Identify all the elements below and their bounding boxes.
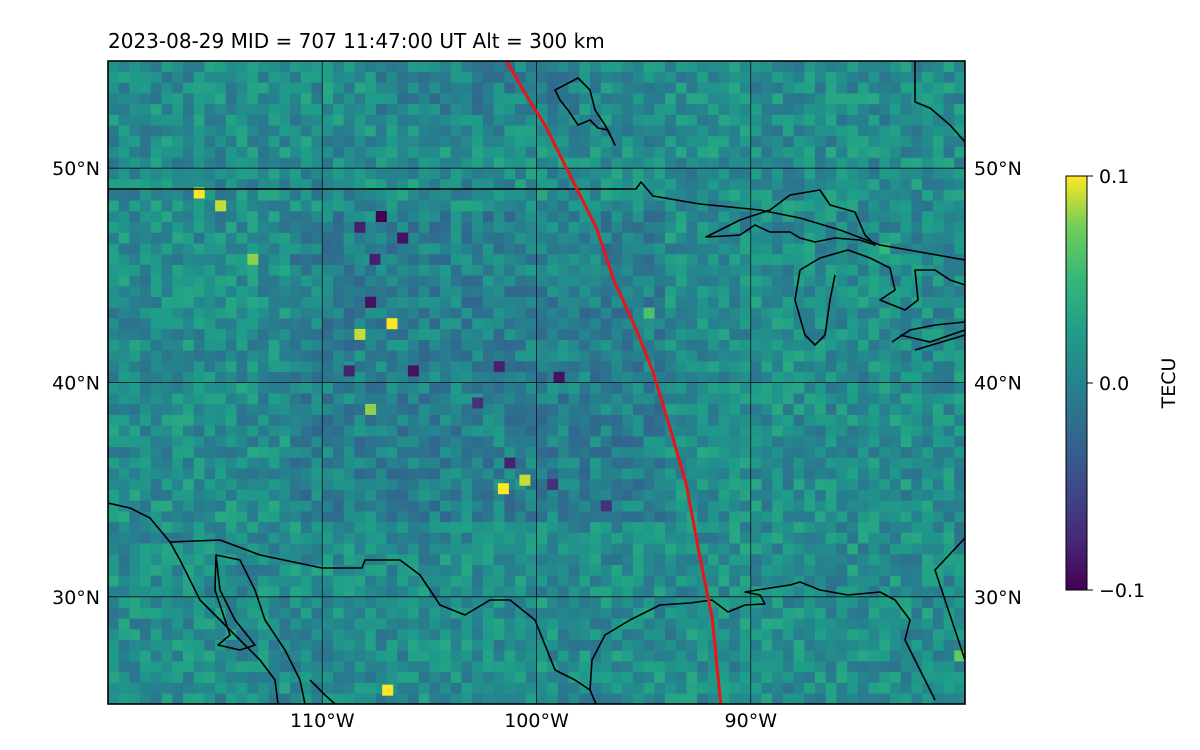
terminator-line: [505, 61, 723, 704]
tec-feature-cell: [365, 296, 377, 308]
lon-label-100w: 100°W: [504, 710, 569, 732]
tec-feature-cell: [365, 403, 377, 415]
labrador-coast: [914, 61, 965, 143]
tec-feature-cell: [519, 474, 531, 486]
lat-label-50n-right: 50°N: [974, 158, 1022, 180]
baja-california-coast: [215, 554, 306, 704]
tec-feature-cell: [879, 243, 891, 255]
lake-michigan-huron: [794, 249, 965, 346]
map-frame: [107, 60, 966, 705]
coastlines: [108, 61, 965, 704]
tec-feature-cell: [553, 371, 565, 383]
tec-feature-cell: [547, 478, 559, 490]
gulf-coast-us: [589, 581, 936, 704]
tec-feature-cell: [247, 253, 259, 265]
lake-erie-ontario: [891, 321, 965, 351]
hudson-bay-coast: [554, 77, 616, 146]
lat-label-30n-left: 30°N: [52, 587, 100, 609]
us-mexico-border: [108, 502, 591, 691]
lat-label-50n-left: 50°N: [52, 158, 100, 180]
lake-superior: [705, 189, 876, 246]
lon-label-90w: 90°W: [725, 710, 778, 732]
colorbar-label-min: −0.1: [1099, 580, 1145, 602]
lat-label-30n-right: 30°N: [974, 587, 1022, 609]
tec-feature-cell: [215, 200, 227, 212]
colorbar-gradient: [1065, 175, 1088, 591]
tec-feature-cell: [375, 211, 387, 222]
tec-feature-cell: [472, 397, 484, 409]
latitude-labels-right: 50°N 40°N 30°N: [974, 158, 1022, 609]
latitude-labels-left: 50°N 40°N 30°N: [52, 158, 100, 609]
figure-title: 2023-08-29 MID = 707 11:47:00 UT Alt = 3…: [108, 29, 605, 53]
colorbar: 0.1 0.0 −0.1 TECU: [1065, 166, 1180, 602]
mexico-pacific-coast: [309, 679, 336, 704]
tec-feature-cell: [382, 684, 394, 696]
lat-label-40n-right: 40°N: [974, 373, 1022, 395]
tec-feature-cell: [397, 232, 409, 244]
colorbar-label-zero: 0.0: [1099, 373, 1129, 395]
tec-feature-cell: [504, 457, 516, 469]
tec-feature-cell: [386, 318, 398, 330]
tec-feature-cell: [643, 307, 655, 319]
gulf-of-california-coast: [169, 541, 279, 704]
baja-peninsula-outline: [214, 554, 256, 651]
colorbar-title: TECU: [1158, 358, 1180, 410]
tec-feature-cell: [343, 365, 355, 377]
tec-feature-cell: [600, 500, 612, 512]
tec-feature-cell: [354, 328, 366, 340]
tec-feature-cell: [493, 361, 505, 373]
tec-feature-cell: [497, 483, 509, 495]
lat-label-40n-left: 40°N: [52, 373, 100, 395]
lon-label-110w: 110°W: [290, 710, 355, 732]
tec-feature-cell: [954, 650, 965, 662]
us-canada-border: [108, 181, 965, 261]
tec-feature-cell: [407, 365, 419, 377]
tec-feature-cell: [193, 187, 205, 199]
longitude-labels: 110°W 100°W 90°W: [290, 710, 777, 732]
tec-feature-cell: [369, 253, 381, 265]
tec-feature-cell: [354, 221, 366, 233]
colorbar-label-max: 0.1: [1099, 166, 1129, 188]
graticule: [108, 61, 965, 704]
florida-east-coast: [934, 537, 965, 661]
map-area: [108, 61, 965, 704]
